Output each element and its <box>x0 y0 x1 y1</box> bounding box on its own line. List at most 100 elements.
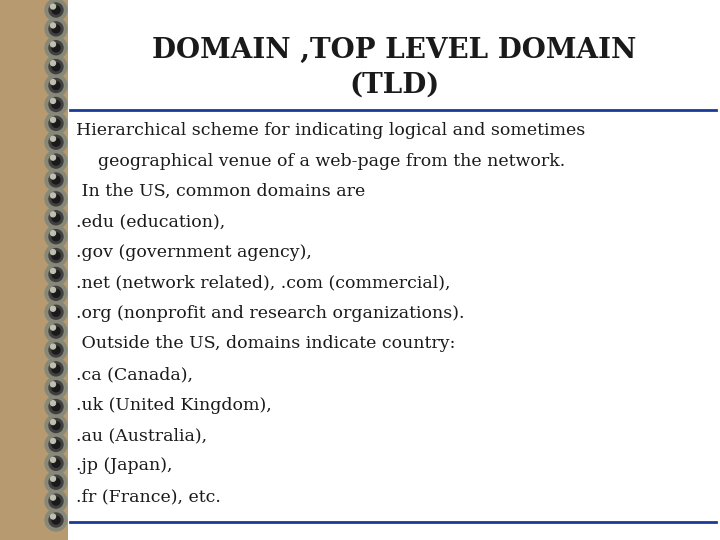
Circle shape <box>50 457 55 462</box>
Circle shape <box>49 267 63 281</box>
Circle shape <box>49 381 63 395</box>
Circle shape <box>45 415 67 436</box>
Circle shape <box>49 400 63 414</box>
Circle shape <box>49 192 63 206</box>
Circle shape <box>52 138 60 146</box>
Circle shape <box>52 403 60 410</box>
Circle shape <box>45 301 67 323</box>
Text: .ca (Canada),: .ca (Canada), <box>76 366 193 383</box>
Circle shape <box>52 176 60 184</box>
Circle shape <box>49 513 63 527</box>
Text: (TLD): (TLD) <box>349 71 439 98</box>
Circle shape <box>45 245 67 267</box>
Circle shape <box>49 154 63 168</box>
Circle shape <box>45 490 67 512</box>
Circle shape <box>50 382 55 387</box>
Circle shape <box>49 456 63 470</box>
Circle shape <box>49 97 63 111</box>
Circle shape <box>52 82 60 90</box>
Circle shape <box>52 195 60 203</box>
Circle shape <box>52 157 60 165</box>
Text: Outside the US, domains indicate country:: Outside the US, domains indicate country… <box>76 335 455 353</box>
Text: .jp (Japan),: .jp (Japan), <box>76 457 173 475</box>
Circle shape <box>45 453 67 474</box>
Circle shape <box>50 495 55 500</box>
Circle shape <box>52 119 60 127</box>
Circle shape <box>52 44 60 52</box>
Circle shape <box>49 3 63 17</box>
Circle shape <box>50 42 55 47</box>
Circle shape <box>45 207 67 229</box>
Circle shape <box>50 287 55 292</box>
Circle shape <box>50 23 55 28</box>
Circle shape <box>52 460 60 467</box>
Circle shape <box>45 112 67 134</box>
Circle shape <box>49 362 63 376</box>
Circle shape <box>50 117 55 123</box>
Circle shape <box>49 343 63 357</box>
Circle shape <box>50 268 55 273</box>
Text: In the US, common domains are: In the US, common domains are <box>76 183 365 200</box>
Circle shape <box>45 396 67 417</box>
Circle shape <box>52 100 60 109</box>
Text: .org (nonprofit and research organizations).: .org (nonprofit and research organizatio… <box>76 305 464 322</box>
Text: .fr (France), etc.: .fr (France), etc. <box>76 488 221 505</box>
Circle shape <box>50 155 55 160</box>
Text: .au (Australia),: .au (Australia), <box>76 427 207 444</box>
Circle shape <box>45 282 67 305</box>
Circle shape <box>50 420 55 424</box>
Text: .gov (government agency),: .gov (government agency), <box>76 244 312 261</box>
Circle shape <box>49 324 63 338</box>
Circle shape <box>52 308 60 316</box>
Circle shape <box>50 212 55 217</box>
Circle shape <box>50 363 55 368</box>
Circle shape <box>49 59 63 73</box>
Circle shape <box>45 339 67 361</box>
Circle shape <box>50 174 55 179</box>
Circle shape <box>49 248 63 262</box>
Circle shape <box>52 478 60 486</box>
Circle shape <box>45 377 67 399</box>
Circle shape <box>50 325 55 330</box>
Circle shape <box>52 346 60 354</box>
Circle shape <box>50 79 55 85</box>
Circle shape <box>52 441 60 448</box>
Circle shape <box>52 271 60 279</box>
Circle shape <box>52 365 60 373</box>
Circle shape <box>52 214 60 222</box>
Circle shape <box>52 63 60 71</box>
Text: .uk (United Kingdom),: .uk (United Kingdom), <box>76 396 271 414</box>
Circle shape <box>45 131 67 153</box>
Circle shape <box>49 305 63 319</box>
Circle shape <box>45 226 67 248</box>
Text: DOMAIN ,TOP LEVEL DOMAIN: DOMAIN ,TOP LEVEL DOMAIN <box>152 37 636 64</box>
Circle shape <box>50 344 55 349</box>
Circle shape <box>50 401 55 406</box>
Circle shape <box>49 135 63 149</box>
Circle shape <box>49 78 63 92</box>
Circle shape <box>52 327 60 335</box>
Circle shape <box>45 0 67 21</box>
Circle shape <box>45 150 67 172</box>
Circle shape <box>49 230 63 244</box>
Circle shape <box>52 289 60 298</box>
Circle shape <box>45 358 67 380</box>
Circle shape <box>52 384 60 392</box>
Circle shape <box>49 475 63 489</box>
Circle shape <box>50 193 55 198</box>
Circle shape <box>49 173 63 187</box>
Circle shape <box>45 169 67 191</box>
Circle shape <box>50 306 55 311</box>
Text: geographical venue of a web-page from the network.: geographical venue of a web-page from th… <box>76 152 565 170</box>
Text: .edu (education),: .edu (education), <box>76 213 225 231</box>
Circle shape <box>50 4 55 9</box>
Circle shape <box>50 438 55 443</box>
Circle shape <box>50 514 55 519</box>
Circle shape <box>50 60 55 66</box>
Circle shape <box>49 494 63 508</box>
Circle shape <box>45 18 67 40</box>
Circle shape <box>52 252 60 260</box>
Bar <box>0 0 68 540</box>
Circle shape <box>50 231 55 235</box>
Circle shape <box>50 249 55 254</box>
